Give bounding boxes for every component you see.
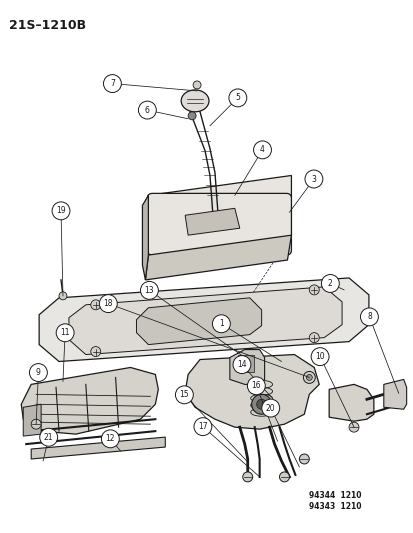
Polygon shape [229, 350, 264, 384]
Polygon shape [31, 437, 165, 459]
Circle shape [40, 429, 57, 446]
Circle shape [175, 386, 193, 404]
Circle shape [52, 202, 70, 220]
FancyBboxPatch shape [147, 193, 291, 255]
Circle shape [31, 419, 41, 429]
Text: 6: 6 [145, 106, 150, 115]
Circle shape [59, 292, 67, 300]
Circle shape [309, 285, 318, 295]
Bar [237, 354, 253, 373]
Text: 14: 14 [237, 360, 246, 369]
Circle shape [233, 356, 250, 374]
Circle shape [320, 274, 339, 293]
Circle shape [251, 394, 271, 414]
Circle shape [279, 472, 289, 482]
Text: 19: 19 [56, 206, 66, 215]
Text: 12: 12 [105, 434, 115, 443]
Text: 94343  1210: 94343 1210 [309, 502, 361, 511]
Circle shape [192, 81, 201, 89]
Circle shape [101, 430, 119, 448]
Circle shape [299, 454, 309, 464]
Text: 9: 9 [36, 368, 41, 377]
Text: 16: 16 [251, 381, 261, 390]
Polygon shape [185, 354, 318, 429]
Text: 15: 15 [179, 390, 189, 399]
Circle shape [311, 348, 328, 366]
Text: 20: 20 [265, 403, 275, 413]
Circle shape [193, 418, 211, 435]
Text: 18: 18 [103, 299, 113, 308]
Polygon shape [69, 287, 341, 354]
Circle shape [56, 324, 74, 342]
Circle shape [256, 399, 266, 409]
Text: 21: 21 [44, 433, 53, 442]
Text: 11: 11 [60, 328, 70, 337]
Circle shape [309, 333, 318, 343]
Text: 17: 17 [197, 422, 207, 431]
Polygon shape [328, 384, 373, 421]
Circle shape [90, 346, 100, 357]
Circle shape [188, 112, 196, 120]
Text: 1: 1 [218, 319, 223, 328]
Polygon shape [142, 196, 148, 280]
Text: 10: 10 [315, 352, 324, 361]
Polygon shape [39, 278, 368, 361]
Polygon shape [145, 235, 291, 280]
Polygon shape [21, 367, 158, 434]
Polygon shape [136, 298, 261, 345]
Circle shape [304, 170, 322, 188]
Circle shape [29, 364, 47, 382]
Text: 5: 5 [235, 93, 240, 102]
Polygon shape [383, 379, 406, 409]
Text: 2: 2 [327, 279, 332, 288]
Text: 94344  1210: 94344 1210 [309, 491, 361, 500]
Text: 4: 4 [259, 146, 264, 155]
Circle shape [247, 377, 265, 395]
Circle shape [253, 141, 271, 159]
Circle shape [348, 422, 358, 432]
Circle shape [138, 101, 156, 119]
Polygon shape [23, 404, 41, 436]
Circle shape [360, 308, 377, 326]
Polygon shape [148, 175, 291, 255]
Text: 21S–1210B: 21S–1210B [9, 19, 86, 33]
Circle shape [228, 89, 246, 107]
Circle shape [90, 300, 100, 310]
Circle shape [261, 399, 279, 417]
Circle shape [303, 372, 315, 383]
Polygon shape [185, 208, 239, 235]
Circle shape [103, 75, 121, 93]
Ellipse shape [181, 90, 209, 112]
Circle shape [212, 315, 230, 333]
Circle shape [99, 295, 117, 312]
Circle shape [140, 281, 158, 300]
Text: 3: 3 [311, 174, 316, 183]
Text: 13: 13 [144, 286, 154, 295]
Text: 8: 8 [366, 312, 371, 321]
Circle shape [306, 375, 311, 381]
Text: 7: 7 [110, 79, 114, 88]
Circle shape [242, 472, 252, 482]
